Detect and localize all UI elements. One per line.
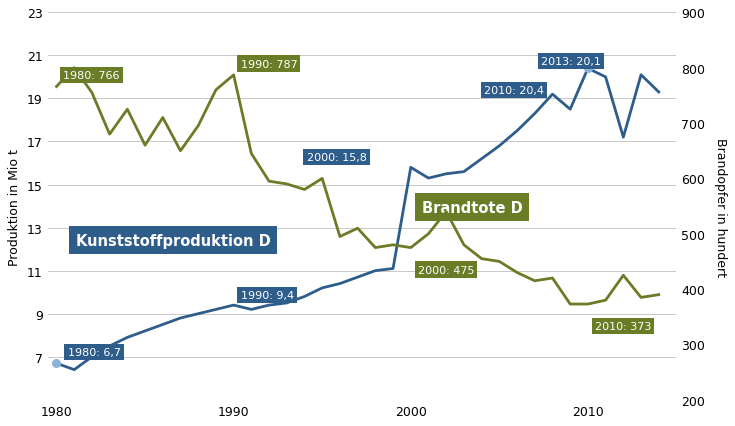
Text: Kunststoffproduktion D: Kunststoffproduktion D — [76, 233, 270, 248]
Text: 2000: 15,8: 2000: 15,8 — [306, 153, 367, 163]
Y-axis label: Produktion in Mio t: Produktion in Mio t — [8, 148, 21, 265]
Text: 2010: 373: 2010: 373 — [595, 321, 651, 331]
Text: 1980: 6,7: 1980: 6,7 — [68, 347, 121, 357]
Text: 2013: 20,1: 2013: 20,1 — [541, 57, 601, 66]
Text: 2000: 475: 2000: 475 — [417, 265, 474, 275]
Text: 1990: 9,4: 1990: 9,4 — [240, 291, 294, 300]
Y-axis label: Brandopfer in hundert: Brandopfer in hundert — [714, 137, 727, 276]
Text: 1980: 766: 1980: 766 — [63, 71, 120, 81]
Text: 1990: 787: 1990: 787 — [240, 59, 298, 69]
Text: 2010: 20,4: 2010: 20,4 — [484, 86, 544, 96]
Text: Brandtote D: Brandtote D — [422, 200, 523, 216]
